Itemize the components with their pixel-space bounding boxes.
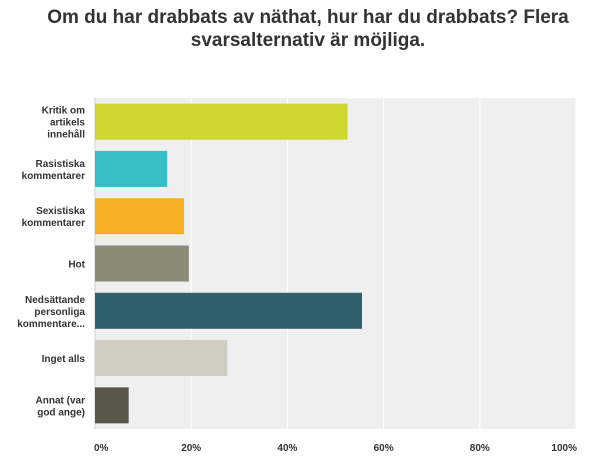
- category-label: Nedsättande personliga kommentare...: [17, 295, 85, 330]
- bar: [95, 198, 184, 235]
- bars: [95, 103, 362, 424]
- bar: [95, 340, 228, 377]
- x-tick-label: 60%: [374, 443, 394, 454]
- x-tick-label: 80%: [470, 443, 490, 454]
- category-label: Rasistiska kommentarer: [22, 159, 86, 182]
- category-label: Inget alls: [42, 354, 86, 365]
- bar: [95, 103, 348, 140]
- x-tick-labels: 0% 20% 40% 60% 80% 100%: [94, 443, 577, 454]
- chart-title: Om du har drabbats av näthat, hur har du…: [47, 7, 569, 51]
- x-tick-label: 100%: [551, 443, 577, 454]
- category-labels: Kritik om artikels innehåll Rasistiska komme…: [17, 106, 85, 419]
- bar: [95, 245, 189, 282]
- bar: [95, 150, 168, 187]
- category-label: Kritik om artikels innehåll: [42, 106, 86, 141]
- x-tick-label: 20%: [181, 443, 201, 454]
- category-label: Annat (var god ange): [36, 395, 86, 418]
- bar: [95, 292, 362, 329]
- bar: [95, 387, 129, 424]
- category-label: Hot: [68, 260, 85, 271]
- category-label: Sexistiska kommentarer: [22, 206, 86, 229]
- x-tick-label: 0%: [94, 443, 109, 454]
- x-tick-label: 40%: [277, 443, 297, 454]
